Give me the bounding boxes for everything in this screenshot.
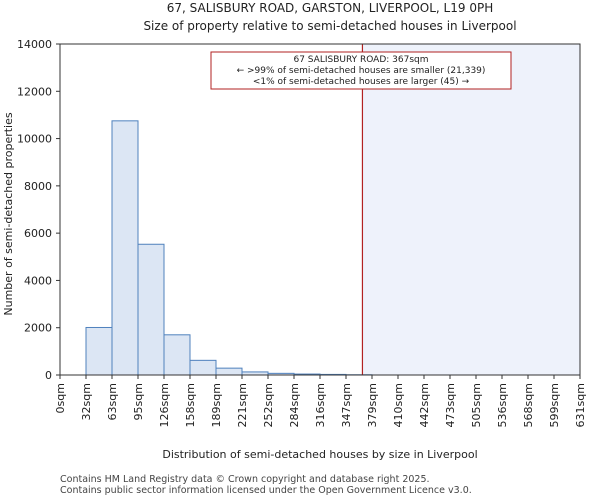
histogram-bar — [215, 367, 243, 376]
x-tick-label: 410sqm — [392, 383, 405, 427]
y-tick-label: 0 — [45, 369, 52, 382]
chart-title: 67, SALISBURY ROAD, GARSTON, LIVERPOOL, … — [167, 1, 493, 15]
x-tick-label: 252sqm — [262, 383, 275, 427]
x-tick-label: 536sqm — [496, 383, 509, 427]
x-tick-label: 189sqm — [210, 383, 223, 427]
footer-line-2: Contains public sector information licen… — [60, 485, 472, 496]
annotation-line-3: <1% of semi-detached houses are larger (… — [253, 77, 470, 87]
annotation-line-1: 67 SALISBURY ROAD: 367sqm — [293, 55, 428, 65]
annotation-box: 67 SALISBURY ROAD: 367sqm ← >99% of semi… — [210, 51, 512, 90]
histogram-bar — [111, 120, 139, 376]
x-tick-label: 126sqm — [158, 383, 171, 427]
histogram-bar — [137, 243, 165, 376]
y-tick-label: 10000 — [17, 133, 52, 146]
x-axis-label: Distribution of semi-detached houses by … — [162, 448, 477, 461]
annotation-frame — [210, 51, 512, 90]
annotation-line-2: ← >99% of semi-detached houses are small… — [237, 66, 486, 76]
y-tick-label: 4000 — [24, 274, 52, 287]
x-tick-label: 599sqm — [548, 383, 561, 427]
x-tick-label: 316sqm — [314, 383, 327, 427]
x-tick-label: 505sqm — [470, 383, 483, 427]
chart-subtitle: Size of property relative to semi-detach… — [143, 19, 516, 33]
y-tick-label: 6000 — [24, 227, 52, 240]
y-axis-label: Number of semi-detached properties — [2, 112, 15, 315]
histogram-bar — [85, 326, 113, 376]
x-tick-label: 95sqm — [132, 383, 145, 420]
histogram-chart: 67, SALISBURY ROAD, GARSTON, LIVERPOOL, … — [2, 1, 587, 461]
highlight-region — [362, 44, 580, 375]
x-tick-label: 347sqm — [340, 383, 353, 427]
x-tick-label: 568sqm — [522, 383, 535, 427]
x-tick-label: 379sqm — [366, 383, 379, 427]
x-tick-label: 473sqm — [444, 383, 457, 427]
x-tick-label: 158sqm — [184, 383, 197, 427]
histogram-bar — [163, 334, 191, 376]
y-tick-label: 12000 — [17, 85, 52, 98]
histogram-bar — [189, 359, 217, 376]
y-tick-label: 8000 — [24, 180, 52, 193]
footer-line-1: Contains HM Land Registry data © Crown c… — [60, 474, 430, 485]
x-tick-label: 32sqm — [80, 383, 93, 420]
x-tick-label: 63sqm — [106, 383, 119, 420]
x-tick-label: 221sqm — [236, 383, 249, 427]
x-tick-label: 284sqm — [288, 383, 301, 427]
y-tick-label: 2000 — [24, 322, 52, 335]
y-tick-label: 14000 — [17, 38, 52, 51]
x-tick-label: 0sqm — [54, 383, 67, 413]
x-tick-label: 442sqm — [418, 383, 431, 427]
x-tick-label: 631sqm — [574, 383, 587, 427]
